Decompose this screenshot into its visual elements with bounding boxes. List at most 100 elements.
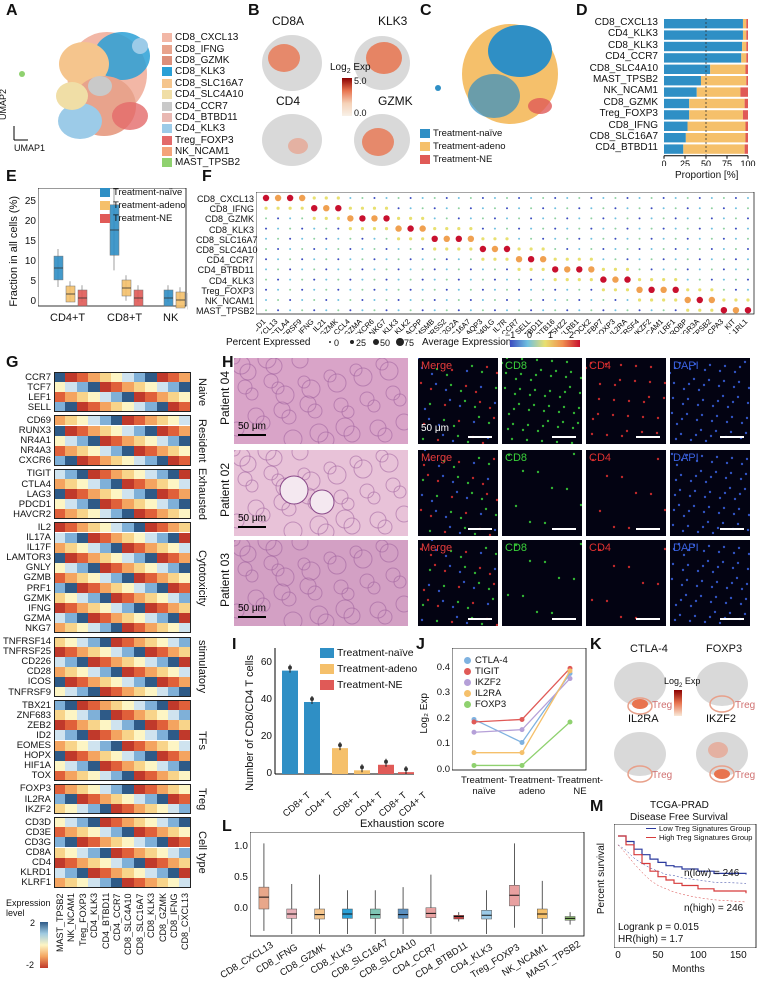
he-gland bbox=[333, 489, 349, 505]
g-heat-cell bbox=[133, 837, 146, 848]
fluor-dot bbox=[486, 602, 490, 606]
f-dot bbox=[638, 248, 641, 250]
g-heat-cell bbox=[122, 687, 134, 698]
g-heat-cell bbox=[179, 532, 191, 543]
g-heat-cell bbox=[88, 877, 100, 888]
fluor-dot bbox=[471, 601, 475, 605]
fluor-dot bbox=[565, 360, 569, 364]
g-heat-cell bbox=[88, 827, 100, 838]
he-gland bbox=[395, 505, 408, 523]
g-gene-label: TBX21 bbox=[21, 699, 51, 711]
l-box bbox=[370, 908, 381, 919]
f-dot bbox=[554, 207, 557, 210]
g-heat-cell bbox=[179, 827, 191, 838]
g-heat-cell bbox=[54, 656, 66, 667]
fluor-dot bbox=[554, 369, 558, 373]
fluor-dot bbox=[518, 387, 522, 391]
g-heat-cell bbox=[76, 572, 89, 583]
g-heat-cell bbox=[99, 636, 111, 647]
d-bar-segment bbox=[742, 19, 747, 29]
g-heat-cell bbox=[99, 666, 111, 677]
he-gland bbox=[237, 471, 253, 487]
fluor-dot bbox=[706, 559, 710, 563]
l-ytick-label: 1.0 bbox=[234, 840, 248, 852]
g-heat-cell bbox=[111, 603, 123, 614]
f-dot bbox=[469, 309, 472, 312]
f-dot bbox=[662, 278, 666, 282]
legend-swatch bbox=[100, 201, 110, 210]
fluor-dot bbox=[480, 622, 484, 626]
f-dot bbox=[506, 288, 508, 291]
he-gland bbox=[359, 483, 375, 499]
legend-e-label: Treatment-naïve bbox=[113, 187, 183, 198]
f-dot bbox=[578, 299, 581, 301]
f-dot bbox=[578, 248, 581, 250]
f-dot bbox=[407, 225, 414, 232]
g-heat-cell bbox=[88, 603, 100, 614]
g-heat-cell bbox=[54, 817, 66, 828]
fluor-dot bbox=[692, 504, 696, 508]
legend-marker bbox=[464, 701, 471, 708]
g-heat-cell bbox=[65, 489, 77, 500]
g-heat-cell bbox=[145, 603, 157, 614]
fluor-image-cd8: CD8 bbox=[502, 450, 582, 536]
g-heat-cell bbox=[99, 760, 111, 771]
legend-j-label: CTLA-4 bbox=[475, 655, 508, 666]
g-heat-cell bbox=[168, 603, 180, 614]
g-heat-cell bbox=[168, 656, 180, 667]
fluor-dot bbox=[450, 368, 454, 372]
f-dot bbox=[614, 197, 617, 199]
f-dot bbox=[349, 288, 352, 291]
fluor-dot bbox=[443, 569, 447, 573]
f-dot bbox=[746, 278, 749, 281]
legend-marker bbox=[464, 690, 471, 697]
g-heat-cell bbox=[111, 402, 123, 413]
g-heat-cell bbox=[54, 468, 66, 479]
g-heat-cell bbox=[111, 372, 123, 383]
l-box bbox=[481, 910, 492, 920]
g-group-label: Cell type bbox=[195, 831, 208, 874]
fluor-image-cd4: CD4 bbox=[586, 450, 666, 536]
g-heat-cell bbox=[111, 445, 123, 456]
fluor-dot bbox=[423, 407, 427, 411]
g-heat-cell bbox=[133, 730, 146, 741]
g-heat-cell bbox=[111, 687, 123, 698]
fluor-dot bbox=[703, 620, 707, 624]
f-dot bbox=[734, 248, 737, 250]
f-dot bbox=[686, 217, 689, 220]
f-dot bbox=[384, 206, 389, 210]
g-heat-cell bbox=[179, 499, 191, 510]
f-dot bbox=[541, 267, 545, 271]
g-heat-cell bbox=[179, 867, 191, 878]
g-scale-min: -2 bbox=[26, 960, 35, 970]
fluor-dot bbox=[721, 521, 725, 525]
fluor-dot bbox=[627, 399, 631, 403]
g-heat-cell bbox=[99, 415, 111, 426]
g-heat-cell bbox=[99, 867, 111, 878]
he-gland bbox=[237, 379, 253, 395]
fluor-dot bbox=[710, 585, 714, 589]
fluor-dots bbox=[586, 361, 666, 438]
fluor-dot bbox=[511, 422, 515, 426]
f-dot bbox=[397, 288, 400, 291]
j-ytick-label: 0.4 bbox=[436, 661, 450, 673]
fluor-dot bbox=[429, 553, 433, 557]
f-dot bbox=[614, 248, 617, 250]
he-gland bbox=[335, 599, 355, 619]
f-dot bbox=[301, 288, 304, 291]
fluor-dot bbox=[708, 363, 712, 367]
f-dot bbox=[517, 247, 521, 251]
g-heat-cell bbox=[133, 552, 146, 563]
fluor-dot bbox=[684, 593, 688, 597]
legend-c-label: Treatment-naïve bbox=[433, 128, 503, 139]
f-dot bbox=[588, 266, 595, 273]
fluor-dot bbox=[455, 490, 459, 494]
he-gland bbox=[307, 585, 323, 601]
legend-m-item: High Treg Signatures Group bbox=[646, 833, 752, 842]
fluor-dot bbox=[528, 520, 532, 524]
f-row-label: CD8_IFNG bbox=[209, 204, 254, 215]
fluor-dot bbox=[451, 605, 455, 609]
d-tick-label: 100 bbox=[740, 159, 755, 166]
panel-label-c: C bbox=[420, 2, 432, 19]
k-treg-3: Treg bbox=[652, 770, 673, 781]
